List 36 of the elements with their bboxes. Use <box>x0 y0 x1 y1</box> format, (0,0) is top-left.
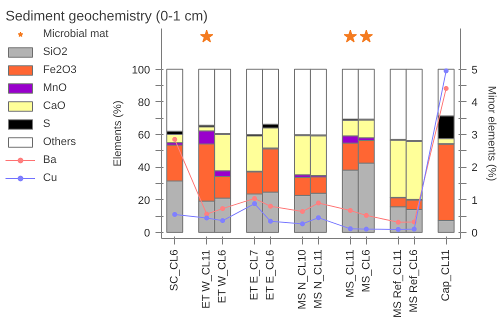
y2-tick-label: 0 <box>472 227 478 240</box>
x-tick-label: MS_CL11 <box>344 249 356 298</box>
y-tick-label: 40 <box>138 162 150 174</box>
chart-title: Sediment geochemistry (0-1 cm) <box>6 8 208 24</box>
legend-label: S <box>43 118 52 130</box>
legend-label: SiO2 <box>43 46 68 58</box>
x-tick-label: Cap_CL11 <box>440 249 452 302</box>
y2-tick-label: 2 <box>472 162 478 174</box>
legend-label: Others <box>43 136 76 148</box>
y2-tick-label: 1 <box>472 194 478 207</box>
x-tick-label: SC_CL6 <box>168 250 181 292</box>
y2-tick-label: 4 <box>472 96 478 109</box>
y-tick-label: 60 <box>138 130 150 142</box>
legend-label: Ba <box>43 154 58 166</box>
legend-label: CaO <box>43 100 66 112</box>
x-tick-label: ET W_CL11 <box>200 250 213 309</box>
x-tick-label: MS Ref_CL11 <box>392 249 404 318</box>
y-tick-label: 0 <box>144 227 150 240</box>
x-tick-label: MS N_CL11 <box>312 249 324 309</box>
y-tick-label: 20 <box>138 194 150 207</box>
y2-tick-label: 3 <box>472 130 478 142</box>
x-tick-label: MS N_CL10 <box>296 249 308 310</box>
x-tick-label: MS_CL6 <box>360 250 372 292</box>
y2-tick-label: 5 <box>472 64 478 76</box>
legend-label: Microbial mat <box>43 28 108 40</box>
y2-axis-title: Minor elements (%) <box>486 86 498 182</box>
y-axis-title: Elements (%) <box>112 100 124 167</box>
y-tick-label: 100 <box>132 64 150 76</box>
x-tick-label: ET W_CL6 <box>216 250 229 304</box>
legend-label: Fe2O3 <box>43 64 77 76</box>
y-tick-label: 80 <box>138 96 150 109</box>
legend-label: Cu <box>43 172 58 184</box>
x-tick-label: MS Ref_CL6 <box>408 249 420 312</box>
legend-label: MnO <box>43 82 67 94</box>
x-tick-label: ET E_CL7 <box>248 250 261 300</box>
x-tick-label: ET E_CL6 <box>264 250 277 300</box>
